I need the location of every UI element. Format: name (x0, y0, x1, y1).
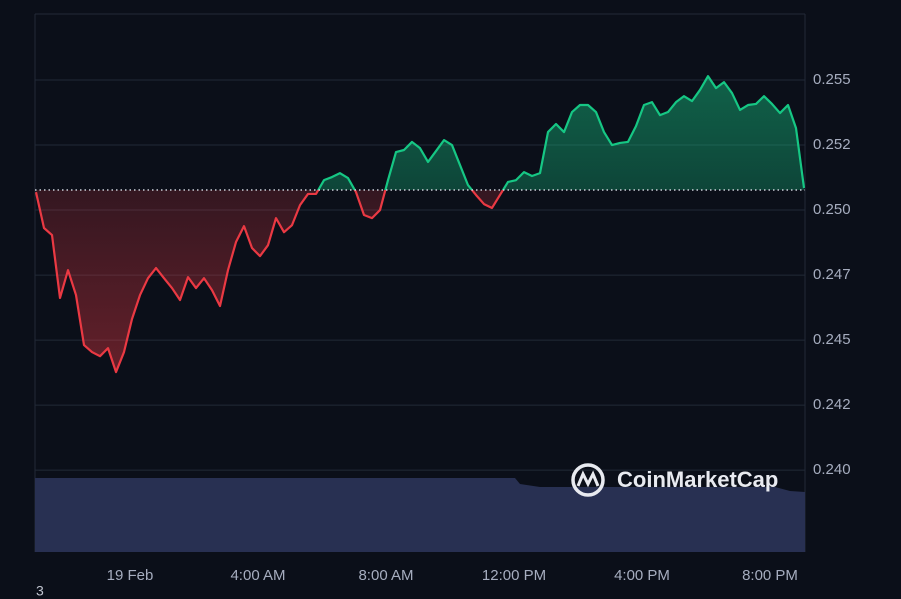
y-tick-label: 0.250 (813, 201, 851, 218)
y-tick-label: 0.242 (813, 396, 851, 413)
footnote: 3 (36, 583, 44, 599)
plot (35, 75, 805, 374)
y-tick-label: 0.245 (813, 331, 851, 348)
area-down (36, 190, 804, 373)
watermark: CoinMarketCap (571, 463, 778, 497)
x-tick-label: 19 Feb (107, 567, 154, 584)
watermark-logo (571, 463, 605, 497)
x-tick-label: 4:00 AM (230, 567, 285, 584)
x-tick-label: 8:00 PM (742, 567, 798, 584)
x-tick-label: 4:00 PM (614, 567, 670, 584)
y-tick-label: 0.247 (813, 266, 851, 283)
volume-area (35, 478, 805, 552)
price-line-up (316, 75, 805, 191)
y-tick-label: 0.240 (813, 461, 851, 478)
price-line-down (35, 190, 505, 374)
area-up (318, 76, 804, 191)
y-tick-label: 0.255 (813, 71, 851, 88)
x-tick-label: 12:00 PM (482, 567, 546, 584)
watermark-text: CoinMarketCap (617, 467, 778, 492)
y-tick-label: 0.252 (813, 136, 851, 153)
x-tick-label: 8:00 AM (358, 567, 413, 584)
watermark-logo (576, 470, 600, 488)
